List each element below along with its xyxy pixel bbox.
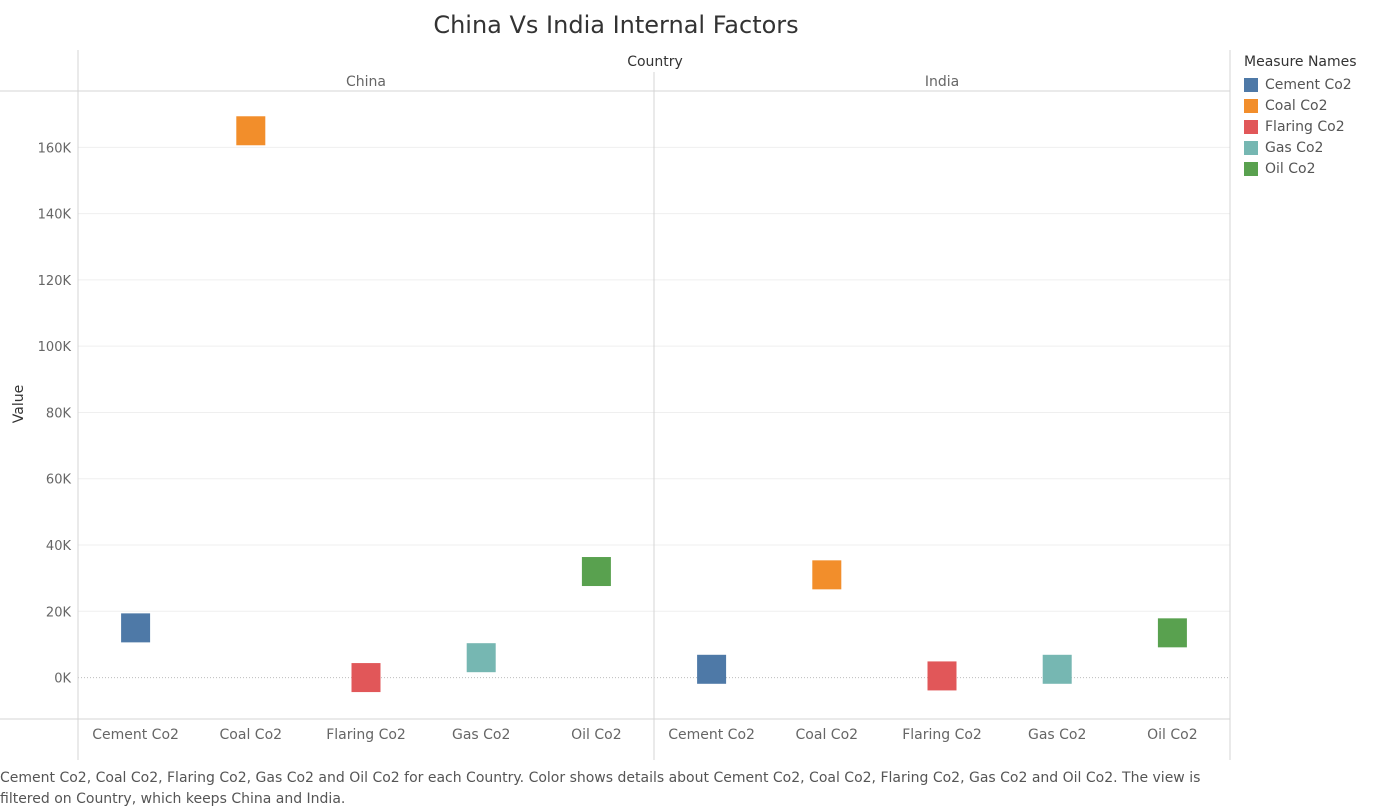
mark-india-coal-co2[interactable]: [812, 560, 842, 590]
y-tick-label: 40K: [46, 539, 72, 554]
panel-headers: China India: [346, 74, 959, 90]
mark-india-gas-co2[interactable]: [1042, 654, 1072, 684]
mark-china-flaring-co2[interactable]: [351, 663, 381, 693]
panel-header-china: China: [346, 74, 386, 90]
category-labels: Cement Co2 Coal Co2 Flaring Co2 Gas Co2 Oil …: [92, 727, 1197, 743]
category-label: Gas Co2: [1028, 727, 1086, 743]
panel-header-india: India: [925, 74, 959, 90]
y-tick-label: 100K: [38, 340, 72, 355]
category-label: Coal Co2: [220, 727, 283, 743]
legend-item[interactable]: Gas Co2: [1244, 137, 1379, 158]
mark-china-oil-co2[interactable]: [581, 557, 611, 587]
legend-swatch: [1244, 140, 1258, 155]
category-label: Flaring Co2: [902, 727, 982, 743]
legend-swatch: [1244, 77, 1258, 92]
mark-china-gas-co2[interactable]: [466, 643, 496, 673]
category-label: Flaring Co2: [326, 727, 406, 743]
mark-india-oil-co2[interactable]: [1157, 618, 1187, 648]
legend: Measure Names Cement Co2 Coal Co2 Flaring …: [1244, 54, 1379, 179]
mark-india-flaring-co2[interactable]: [927, 661, 957, 691]
mark-china-cement-co2[interactable]: [121, 613, 151, 643]
chart-title: China Vs India Internal Factors: [433, 11, 798, 39]
category-label: Oil Co2: [1147, 727, 1198, 743]
legend-label: Gas Co2: [1265, 139, 1324, 156]
legend-item[interactable]: Oil Co2: [1244, 158, 1379, 179]
legend-title: Measure Names: [1244, 54, 1357, 70]
mark-china-coal-co2[interactable]: [236, 116, 266, 146]
legend-swatch: [1244, 98, 1258, 113]
legend-item[interactable]: Coal Co2: [1244, 95, 1379, 116]
legend-swatch: [1244, 119, 1258, 134]
legend-label: Flaring Co2: [1265, 118, 1345, 135]
y-tick-label: 120K: [38, 274, 72, 289]
y-tick-label: 20K: [46, 605, 72, 620]
column-header-country: Country: [627, 54, 683, 70]
frame-layer: [0, 50, 1231, 760]
y-axis-title: Value: [11, 385, 27, 423]
y-tick-label: 140K: [38, 208, 72, 223]
legend-item[interactable]: Flaring Co2: [1244, 116, 1379, 137]
y-tick-label: 160K: [38, 141, 72, 156]
legend-item[interactable]: Cement Co2: [1244, 74, 1379, 95]
category-label: Cement Co2: [92, 727, 179, 743]
category-label: Gas Co2: [452, 727, 510, 743]
category-label: Oil Co2: [571, 727, 622, 743]
mark-india-cement-co2[interactable]: [697, 654, 727, 684]
y-tick-label: 60K: [46, 473, 72, 488]
marks: [121, 116, 1187, 693]
chart-caption: Cement Co2, Coal Co2, Flaring Co2, Gas C…: [0, 770, 1201, 807]
category-label: Coal Co2: [796, 727, 859, 743]
y-tick-label: 0K: [54, 672, 71, 687]
y-tick-labels: 0K 20K 40K 60K 80K 100K 120K 140K 160K: [38, 141, 72, 686]
legend-label: Cement Co2: [1265, 76, 1352, 93]
y-tick-label: 80K: [46, 406, 72, 421]
legend-swatch: [1244, 161, 1258, 176]
legend-label: Oil Co2: [1265, 160, 1316, 177]
legend-label: Coal Co2: [1265, 97, 1328, 114]
category-label: Cement Co2: [668, 727, 755, 743]
